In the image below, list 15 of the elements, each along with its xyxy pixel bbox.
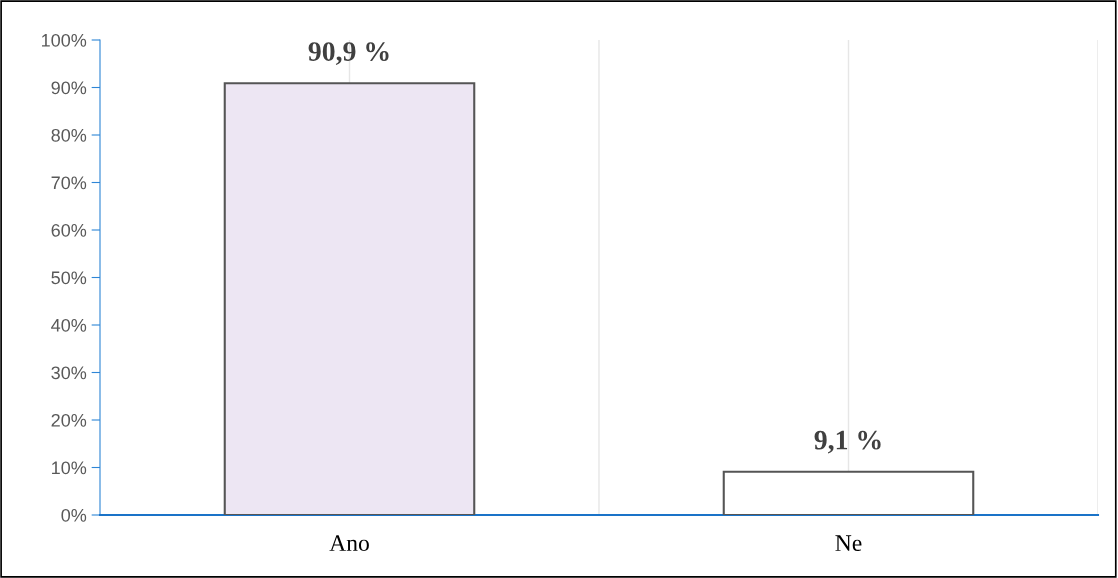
y-tick-label: 80%	[51, 128, 87, 142]
y-tick-label: 90%	[51, 81, 87, 95]
y-tick-label: 30%	[51, 366, 87, 380]
y-tick-label: 20%	[51, 413, 87, 427]
data-label: 90,9 %	[308, 42, 389, 65]
y-tick-label: 10%	[52, 461, 87, 475]
y-tick-label: 70%	[51, 176, 87, 190]
y-tick-label: 60%	[51, 223, 87, 237]
x-tick-label: Ano	[329, 535, 369, 552]
y-tick-label: 0%	[61, 508, 87, 522]
x-tick-label: Ne	[835, 535, 862, 552]
y-tick-label: 100%	[42, 33, 87, 47]
y-tick-label: 40%	[51, 318, 87, 332]
y-tick-label: 50%	[51, 271, 87, 285]
data-label: 9,1 %	[814, 430, 881, 454]
